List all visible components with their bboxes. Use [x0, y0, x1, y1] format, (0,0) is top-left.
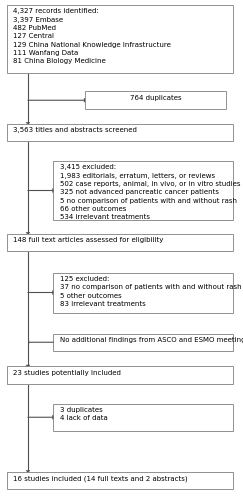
Text: No additional findings from ASCO and ESMO meetings: No additional findings from ASCO and ESM…	[60, 337, 243, 343]
Text: 3 duplicates
4 lack of data: 3 duplicates 4 lack of data	[60, 407, 107, 421]
Text: 4,327 records identified:
3,397 Embase
482 PubMed
127 Central
129 China National: 4,327 records identified: 3,397 Embase 4…	[13, 8, 171, 64]
FancyBboxPatch shape	[53, 334, 233, 351]
FancyBboxPatch shape	[7, 5, 233, 72]
Text: 148 full text articles assessed for eligibility: 148 full text articles assessed for elig…	[13, 237, 164, 243]
FancyBboxPatch shape	[7, 124, 233, 141]
FancyBboxPatch shape	[7, 366, 233, 384]
FancyBboxPatch shape	[53, 161, 233, 220]
Text: 16 studies included (14 full texts and 2 abstracts): 16 studies included (14 full texts and 2…	[13, 475, 188, 482]
Text: 3,563 titles and abstracts screened: 3,563 titles and abstracts screened	[13, 127, 137, 133]
FancyBboxPatch shape	[7, 472, 233, 489]
Text: 764 duplicates: 764 duplicates	[130, 95, 181, 101]
Text: 23 studies potentially included: 23 studies potentially included	[13, 370, 121, 376]
Text: 3,415 excluded:
1,983 editorials, erratum, letters, or reviews
502 case reports,: 3,415 excluded: 1,983 editorials, erratu…	[60, 164, 240, 220]
FancyBboxPatch shape	[53, 272, 233, 312]
FancyBboxPatch shape	[7, 234, 233, 251]
Text: 125 excluded:
37 no comparison of patients with and without rash
5 other outcome: 125 excluded: 37 no comparison of patien…	[60, 276, 241, 306]
FancyBboxPatch shape	[85, 92, 226, 109]
FancyBboxPatch shape	[53, 404, 233, 431]
